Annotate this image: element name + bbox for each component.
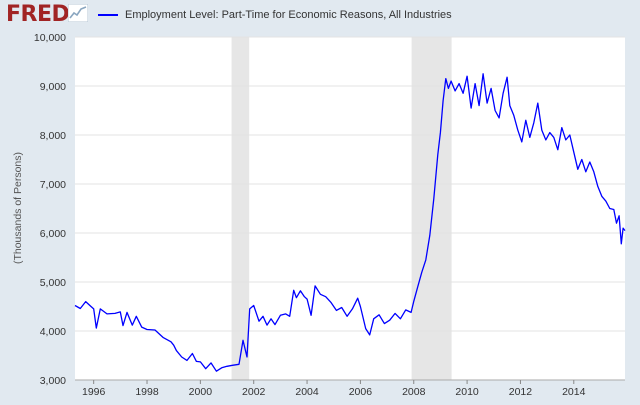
chart-header: FRED Employment Level: Part-Time for Eco… [0, 0, 640, 30]
chart-legend[interactable]: Employment Level: Part-Time for Economic… [98, 6, 452, 24]
x-tick-label: 1998 [135, 386, 159, 398]
y-tick-label: 3,000 [40, 375, 66, 387]
x-tick-label: 2004 [295, 386, 319, 398]
y-axis-ticks: 3,000 4,000 5,000 6,000 7,000 8,000 9,000 10,00… [34, 32, 66, 387]
y-tick-label: 4,000 [40, 326, 66, 338]
x-tick-label: 2008 [402, 386, 426, 398]
y-axis-title: (Thousands of Persons) [12, 152, 24, 264]
x-tick-label: 2002 [242, 386, 266, 398]
x-tick-label: 2012 [509, 386, 533, 398]
y-tick-label: 5,000 [40, 277, 66, 289]
x-tick-label: 2014 [562, 386, 586, 398]
legend-label: Employment Level: Part-Time for Economic… [125, 9, 452, 21]
x-tick-label: 2006 [349, 386, 373, 398]
y-tick-label: 7,000 [40, 179, 66, 191]
y-tick-label: 6,000 [40, 228, 66, 240]
gridlines [75, 36, 625, 332]
y-tick-label: 8,000 [40, 130, 66, 142]
y-tick-label: 10,000 [34, 32, 66, 44]
recession-bands [231, 37, 452, 380]
fred-logo: FRED [6, 2, 70, 27]
x-tick-label: 2000 [189, 386, 213, 398]
plot-background [75, 37, 625, 380]
fred-logo-graph-icon [68, 4, 88, 22]
series-line-1 [74, 73, 626, 372]
y-tick-label: 9,000 [40, 81, 66, 93]
x-tick-label: 2010 [455, 386, 479, 398]
series-lines [74, 73, 626, 372]
legend-swatch [98, 14, 118, 16]
recession-band-1 [231, 37, 250, 380]
recession-band-2 [411, 37, 452, 380]
x-tick-label: 1996 [82, 386, 106, 398]
x-axis-ticks: 1996 1998 2000 2002 2004 2006 2008 2010 2012 2014 [75, 379, 625, 398]
